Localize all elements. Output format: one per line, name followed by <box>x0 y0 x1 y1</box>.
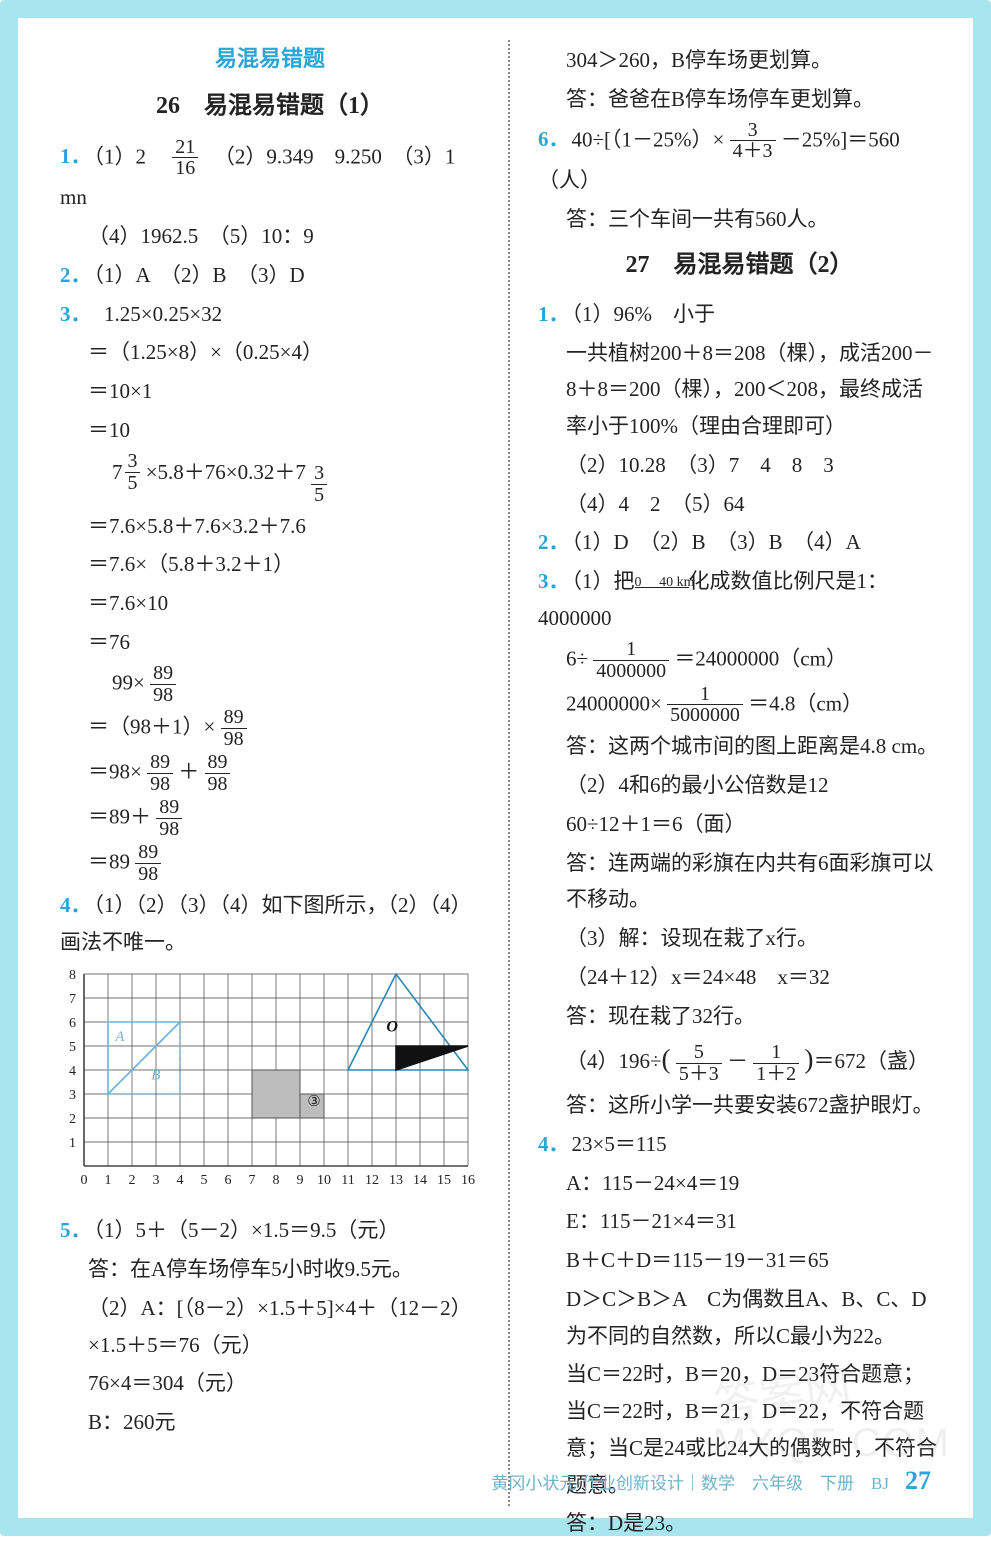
s26-q2: 2．（1）A （2）B （3）D <box>60 257 480 294</box>
svg-text:A: A <box>114 1030 125 1046</box>
footer-text: 黄冈小状元·作业创新设计｜数学 六年级 下册 BJ <box>491 1469 889 1494</box>
svg-text:15: 15 <box>437 1173 451 1188</box>
s26-q3-b4: ＝76 <box>60 624 480 661</box>
s26-q3-c3: ＝89＋ 8998 <box>60 797 480 840</box>
s26-q3-b3: ＝7.6×10 <box>60 585 480 622</box>
s27-q3-l5: （2）4和6的最小公倍数是12 <box>538 767 941 804</box>
svg-text:14: 14 <box>413 1173 427 1188</box>
s27-q4-l2: A：115－24×4＝19 <box>538 1165 941 1202</box>
svg-text:9: 9 <box>297 1173 304 1188</box>
svg-text:1: 1 <box>105 1173 112 1188</box>
svg-text:5: 5 <box>201 1173 208 1188</box>
s26-q5-l2: 答：在A停车场停车5小时收9.5元。 <box>60 1251 480 1288</box>
svg-text:5: 5 <box>69 1040 76 1055</box>
grid-chart: 01234567891011121314151612345678AB③O <box>60 966 480 1202</box>
svg-text:8: 8 <box>69 968 76 983</box>
rt-r1: 304＞260，B停车场更划算。 <box>538 42 941 79</box>
s27-q3-l9: （24＋12）x＝24×48 x＝32 <box>538 959 941 996</box>
s26-q3-c4: ＝89 8998 <box>60 842 480 885</box>
s27-q3-l7: 答：连两端的彩旗在内共有6面彩旗可以不移动。 <box>538 845 941 919</box>
s27-q3-l3: 24000000× 15000000 ＝4.8（cm） <box>538 684 941 727</box>
page-number: 27 <box>899 1466 931 1496</box>
rt-r2: 答：爸爸在B停车场停车更划算。 <box>538 81 941 118</box>
s26-q3-a2: ＝10×1 <box>60 373 480 410</box>
svg-text:8: 8 <box>273 1173 280 1188</box>
s26-q3-a1: ＝（1.25×8）×（0.25×4） <box>60 334 480 371</box>
fraction: 2116 <box>172 137 198 180</box>
s27-q1-l3: （2）10.28 （3）7 4 8 3 <box>538 447 941 484</box>
s27-q3-l12: 答：这所小学一共要安装672盏护眼灯。 <box>538 1087 941 1124</box>
section26-title: 26 易混易错题（1） <box>60 85 480 127</box>
s27-q1-l4: （4）4 2 （5）64 <box>538 486 941 523</box>
svg-text:3: 3 <box>153 1173 160 1188</box>
s26-q3-b1: ＝7.6×5.8＋7.6×3.2＋7.6 <box>60 508 480 545</box>
page-footer: 黄冈小状元·作业创新设计｜数学 六年级 下册 BJ 27 <box>491 1466 931 1496</box>
svg-text:6: 6 <box>225 1173 232 1188</box>
s27-q3-l6: 60÷12＋1＝6（面） <box>538 806 941 843</box>
s26-q3-c1: ＝（98＋1）× 8998 <box>60 707 480 750</box>
svg-text:0: 0 <box>81 1173 88 1188</box>
s27-q4-l4: B＋C＋D＝115－19－31＝65 <box>538 1242 941 1279</box>
s26-q5-l5: B：260元 <box>60 1404 480 1441</box>
svg-text:7: 7 <box>249 1173 256 1188</box>
rt-q6: 6．40÷[（1－25%）× 34＋3 －25%]＝560（人） <box>538 120 941 200</box>
s27-q1-l1: 1．（1）96% 小于 <box>538 296 941 333</box>
s26-q1-line1: 1．（1）2 2116 （2）9.349 9.250 （3）1 mn <box>60 137 480 217</box>
s27-q3-l10: 答：现在栽了32行。 <box>538 998 941 1035</box>
s27-q3-l11: （4）196÷( 55＋3 － 11＋2 )＝672（盏） <box>538 1036 941 1085</box>
svg-text:6: 6 <box>69 1016 76 1031</box>
svg-text:11: 11 <box>341 1173 354 1188</box>
svg-text:7: 7 <box>69 992 76 1007</box>
svg-text:13: 13 <box>389 1173 403 1188</box>
svg-text:3: 3 <box>69 1088 76 1103</box>
s27-q4-l3: E：115－21×4＝31 <box>538 1203 941 1240</box>
s26-q3-b2: ＝7.6×（5.8＋3.2＋1） <box>60 546 480 583</box>
svg-text:B: B <box>151 1068 160 1084</box>
rt-q6-ans: 答：三个车间一共有560人。 <box>538 201 941 238</box>
svg-text:③: ③ <box>307 1094 320 1110</box>
section27-title: 27 易混易错题（2） <box>538 244 941 286</box>
svg-text:2: 2 <box>69 1112 76 1127</box>
s26-q4: 4．（1）（2）（3）（4）如下图所示，（2）（4）画法不唯一。 <box>60 887 480 961</box>
pretitle: 易混易错题 <box>60 40 480 79</box>
s27-q3-l2: 6÷ 14000000 ＝24000000（cm） <box>538 639 941 682</box>
s27-q4-l5: D＞C＞B＞A C为偶数且A、B、C、D为不同的自然数，所以C最小为22。 <box>538 1281 941 1355</box>
s27-q3-l1: 3．（1）把040 km化成数值比例尺是1：4000000 <box>538 563 941 637</box>
s26-q3-b-head: 7 35 ×5.8＋76×0.32＋7 35 <box>60 451 480 506</box>
svg-text:O: O <box>386 1019 398 1036</box>
svg-text:10: 10 <box>317 1173 331 1188</box>
column-divider <box>508 40 510 1506</box>
s26-q3-head: 3． 1.25×0.25×32 <box>60 296 480 333</box>
svg-text:2: 2 <box>129 1173 136 1188</box>
s27-q3-l4: 答：这两个城市间的图上距离是4.8 cm。 <box>538 728 941 765</box>
s27-q1-l2: 一共植树200＋8＝208（棵），成活200－8＋8＝200（棵），200＜20… <box>538 335 941 445</box>
svg-text:1: 1 <box>69 1136 76 1151</box>
s27-q3-l8: （3）解：设现在栽了x行。 <box>538 920 941 957</box>
s26-q1-line2: （4）1962.5 （5）10：9 <box>60 218 480 255</box>
svg-text:4: 4 <box>69 1064 76 1079</box>
svg-text:12: 12 <box>365 1173 379 1188</box>
s26-q5-l4: 76×4＝304（元） <box>60 1365 480 1402</box>
s26-q3-c2: ＝98× 8998 ＋ 8998 <box>60 752 480 795</box>
s27-q4-l7: 答：D是23。 <box>538 1505 941 1542</box>
s26-q3-a3: ＝10 <box>60 412 480 449</box>
s26-q5-l1: 5．（1）5＋（5－2）×1.5＝9.5（元） <box>60 1212 480 1249</box>
s26-q3-c-head: 99× 8998 <box>60 663 480 706</box>
s27-q4-l1: 4．23×5＝115 <box>538 1126 941 1163</box>
left-column: 易混易错题 26 易混易错题（1） 1．（1）2 2116 （2）9.349 9… <box>60 40 480 1506</box>
right-column: 304＞260，B停车场更划算。 答：爸爸在B停车场停车更划算。 6．40÷[（… <box>538 40 941 1506</box>
s27-q2: 2．（1）D （2）B （3）B （4）A <box>538 524 941 561</box>
svg-text:4: 4 <box>177 1173 184 1188</box>
s26-q5-l3: （2）A：[（8－2）×1.5＋5]×4＋（12－2）×1.5＋5＝76（元） <box>60 1290 480 1364</box>
svg-text:16: 16 <box>461 1173 475 1188</box>
